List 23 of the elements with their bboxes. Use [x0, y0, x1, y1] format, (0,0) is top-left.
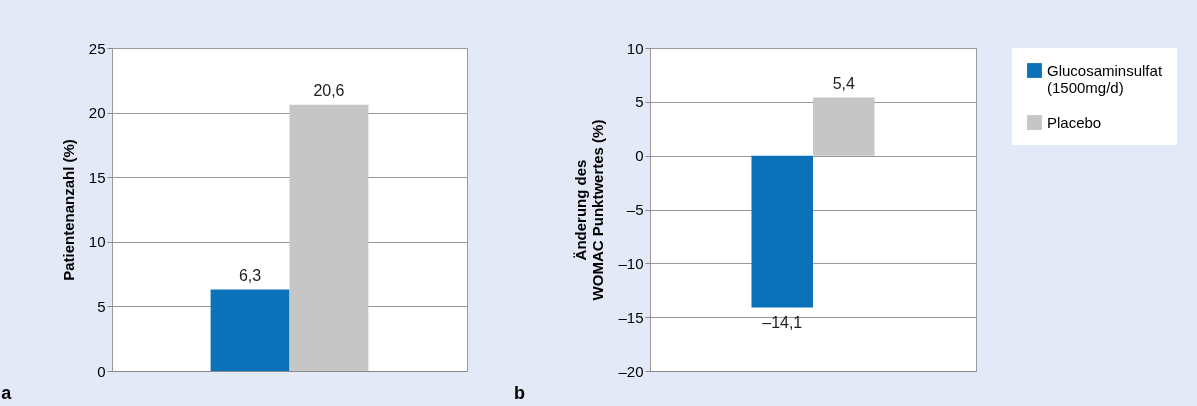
y-tick-label: –5	[626, 201, 644, 218]
y-tick-label: 15	[88, 168, 106, 186]
y-axis-title: Patientenanzahl (%)	[59, 139, 77, 281]
y-tick-label: –15	[618, 308, 644, 326]
data-label: 20,6	[313, 81, 345, 99]
y-tick-label: 5	[635, 93, 644, 111]
data-label: 5,4	[832, 74, 855, 92]
y-tick-label: 0	[635, 147, 644, 165]
y-tick-label: –10	[618, 254, 644, 272]
legend-label: Placebo	[1047, 113, 1102, 131]
y-tick-label: 5	[97, 297, 106, 315]
y-tick-label: –20	[618, 362, 644, 380]
text: b	[513, 383, 525, 403]
y-tick-label: 10	[626, 39, 644, 57]
y-tick-label: 25	[88, 39, 106, 57]
text: a	[1, 383, 13, 403]
y-tick-label: 20	[88, 104, 106, 122]
y-tick-label: 10	[88, 233, 106, 251]
legend-label: Glucosaminsulfat (1500mg/d)	[1047, 61, 1163, 96]
data-label: –14,1	[762, 314, 803, 332]
y-axis-title: Änderung des WOMAC Punktwertes (%)	[572, 119, 607, 301]
data-label: 6,3	[238, 266, 262, 284]
y-tick-label: 0	[97, 362, 106, 380]
